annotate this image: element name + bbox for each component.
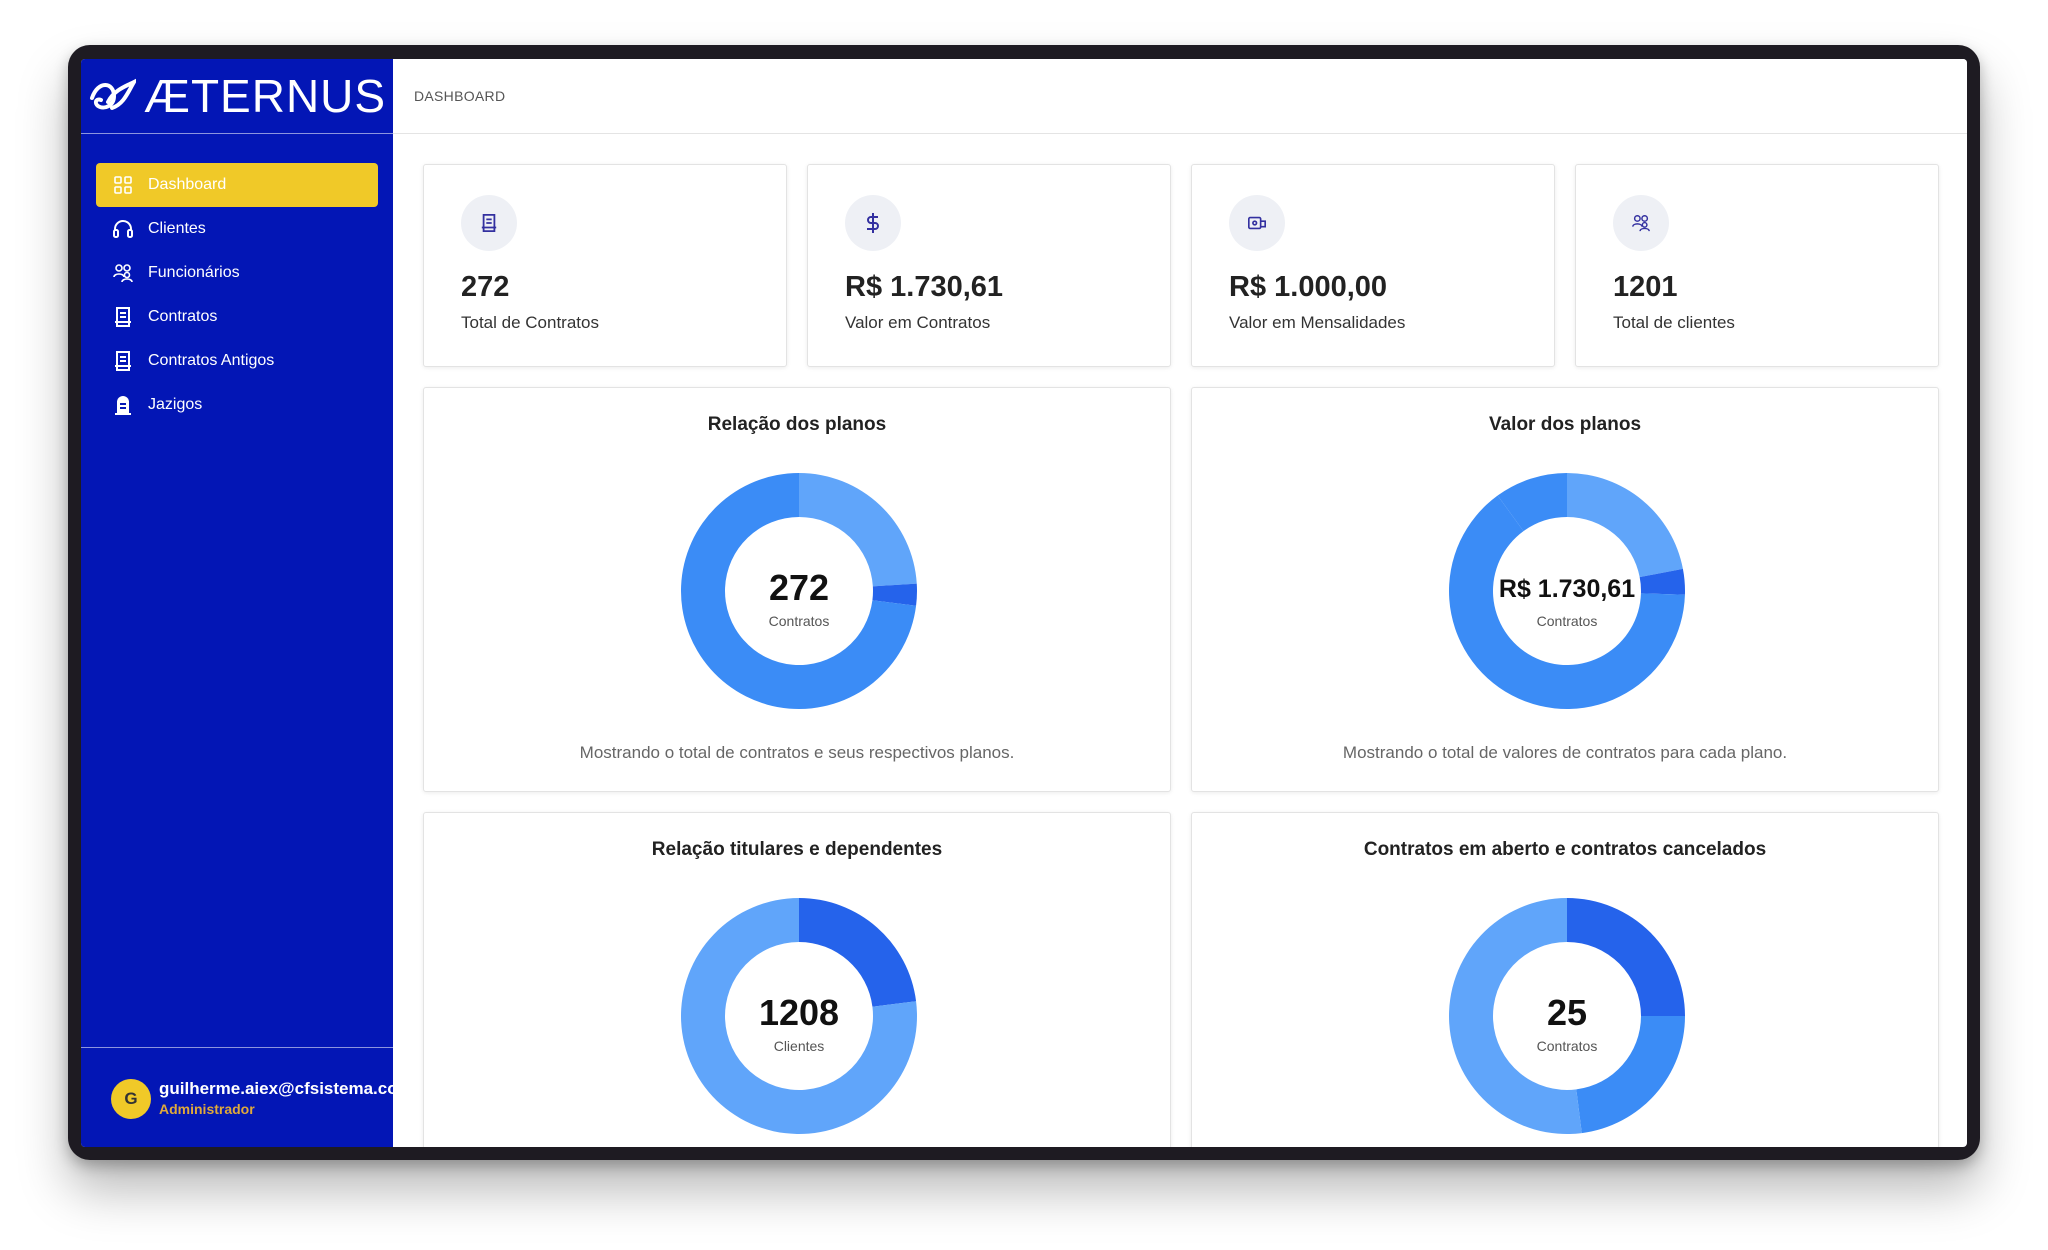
donut-chart: 272 Contratos [679,471,919,711]
user-profile[interactable]: G guilherme.aiex@cfsistema.com Administr… [81,1047,413,1147]
donut-svg [681,473,917,709]
center-label: Clientes [773,1038,825,1054]
chart-card-relacao-planos: Relação dos planos 272 Contratos Mostran… [423,387,1171,792]
stat-card-valor-mensalidades: R$ 1.000,00 Valor em Mensalidades [1191,164,1555,367]
stat-value: 1201 [1613,271,1678,303]
stat-value: 272 [461,271,510,303]
grid-icon [112,174,134,196]
stat-value: R$ 1.730,61 [845,271,1004,303]
app-window: ÆTERNUS Dashboard Clientes [81,59,1967,1147]
sidebar-item-contratos[interactable]: Contratos [96,295,378,339]
header: DASHBOARD [393,59,1967,134]
sidebar-item-label: Clientes [148,220,206,237]
donut-svg [1449,898,1685,1134]
chart-title: Valor dos planos [1488,414,1642,435]
stat-label: Total de Contratos [461,313,599,332]
donut-chart: 25 Contratos [1447,896,1687,1136]
chart-title: Relação dos planos [707,414,887,435]
center-label: Contratos [1536,613,1598,629]
chart-description: Mostrando o total de valores de contrato… [1342,743,1788,762]
stat-label: Valor em Contratos [845,313,991,332]
donut-chart: 1208 Clientes [679,896,919,1136]
chart-title: Contratos em aberto e contratos cancelad… [1363,839,1767,860]
sidebar-item-contratos-antigos[interactable]: Contratos Antigos [96,339,378,383]
receipt-icon [112,306,134,328]
users-icon [112,262,134,284]
chart-card-contratos-aberto-cancelados: Contratos em aberto e contratos cancelad… [1191,812,1939,1147]
donut-slice-0[interactable] [1567,473,1683,578]
stat-card-total-contratos: 272 Total de Contratos [423,164,787,367]
center-value: 272 [768,567,830,608]
donut-slice-0[interactable] [799,473,917,587]
logo-text: ÆTERNUS [143,70,387,122]
dollar-icon [845,195,901,251]
stat-label: Total de clientes [1613,313,1735,332]
chart-card-titulares-dependentes: Relação titulares e dependentes 1208 Cli… [423,812,1171,1147]
sidebar-item-label: Funcionários [148,264,240,281]
sidebar-item-jazigos[interactable]: Jazigos [96,383,378,427]
donut-slice-0[interactable] [1567,898,1685,1016]
stat-label: Valor em Mensalidades [1229,313,1406,332]
stat-value: R$ 1.000,00 [1229,271,1388,303]
sidebar-item-label: Contratos [148,308,218,325]
donut-slice-1[interactable] [872,583,917,606]
stat-card-valor-contratos: R$ 1.730,61 Valor em Contratos [807,164,1171,367]
sidebar: ÆTERNUS Dashboard Clientes [81,59,413,1147]
chart-title: Relação titulares e dependentes [651,839,943,860]
dove-logo-icon [89,78,136,110]
center-label: Contratos [768,613,830,629]
breadcrumb: DASHBOARD [414,88,506,104]
donut-slice-1[interactable] [1576,1016,1685,1134]
headset-icon [112,218,134,240]
center-value: 25 [1546,992,1588,1033]
sidebar-nav: Dashboard Clientes Funcionários [96,163,378,427]
avatar: G [111,1079,151,1119]
chart-description: Mostrando o total de contratos e seus re… [579,743,1015,762]
tombstone-icon [112,394,134,416]
sidebar-item-label: Contratos Antigos [148,352,275,369]
donut-svg [1449,473,1685,709]
donut-slice-2[interactable] [1449,495,1685,709]
donut-slice-2[interactable] [1449,898,1582,1134]
chart-card-valor-planos: Valor dos planos R$ 1.730,61 Contratos M… [1191,387,1939,792]
sidebar-item-clientes[interactable]: Clientes [96,207,378,251]
donut-slice-0[interactable] [799,898,917,1007]
donut-slice-1[interactable] [681,898,917,1134]
user-email: guilherme.aiex@cfsistema.com [159,1079,413,1098]
cash-icon [1229,195,1285,251]
center-value: R$ 1.730,61 [1498,575,1636,603]
sidebar-item-dashboard[interactable]: Dashboard [96,163,378,207]
donut-slice-1[interactable] [1639,568,1685,595]
donut-svg [681,898,917,1134]
logo[interactable]: ÆTERNUS [81,59,393,134]
sidebar-item-label: Dashboard [148,176,227,193]
donut-chart: R$ 1.730,61 Contratos [1447,471,1687,711]
center-value: 1208 [758,992,840,1033]
sidebar-item-label: Jazigos [148,396,203,413]
receipt-icon [112,350,134,372]
donut-slice-3[interactable] [1497,473,1567,532]
receipt-icon [461,195,517,251]
center-label: Contratos [1536,1038,1598,1054]
sidebar-item-funcionarios[interactable]: Funcionários [96,251,378,295]
donut-slice-2[interactable] [681,473,917,709]
stat-card-total-clientes: 1201 Total de clientes [1575,164,1939,367]
users-icon [1613,195,1669,251]
user-role: Administrador [159,1101,255,1117]
